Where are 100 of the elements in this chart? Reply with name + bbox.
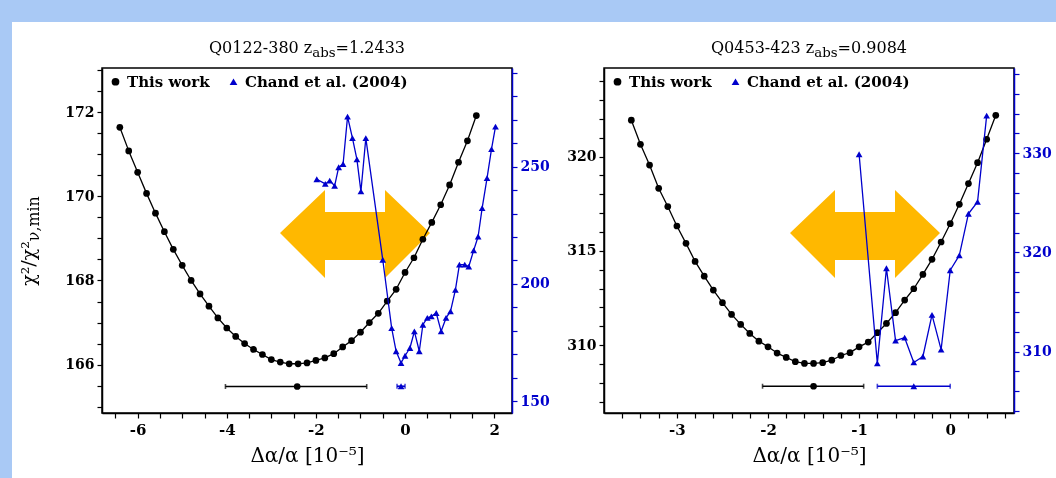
point (152, 209, 159, 217)
y-tick-label: 315 (567, 242, 597, 259)
x-tick-label: 0 (945, 420, 956, 439)
point (901, 296, 909, 304)
point (737, 321, 745, 328)
point (801, 360, 808, 367)
y-tick-label: 320 (567, 148, 597, 165)
point (791, 358, 799, 366)
point (205, 302, 213, 310)
point (492, 123, 499, 130)
point (974, 198, 981, 205)
y2-tick-label: 330 (1022, 144, 1052, 161)
point (178, 261, 186, 269)
point (755, 337, 763, 345)
point (432, 310, 440, 316)
point (691, 258, 699, 265)
point (456, 261, 463, 268)
point (379, 256, 387, 263)
point (455, 158, 462, 166)
point (892, 337, 899, 344)
point (339, 343, 347, 351)
point (125, 147, 133, 155)
point (330, 350, 338, 358)
point (446, 181, 453, 189)
point (937, 238, 945, 246)
legend-label: This work (629, 72, 713, 91)
point (312, 357, 320, 364)
x-tick-label: -3 (669, 420, 686, 439)
point (285, 360, 293, 368)
point (392, 285, 400, 293)
legend-label: Chand et al. (2004) (245, 72, 408, 91)
point (746, 330, 754, 337)
point (423, 315, 431, 321)
point (883, 265, 890, 272)
point (392, 348, 400, 355)
y-tick-label: 172 (65, 103, 95, 120)
point (241, 340, 248, 347)
chart-title: Q0122-380 z$_{abs}$=1.2433 (208, 38, 406, 61)
legend-label: Chand et al. (2004) (747, 72, 910, 91)
point (828, 356, 836, 364)
y2-tick-label: 320 (1022, 243, 1052, 260)
point (313, 176, 321, 183)
point (901, 334, 909, 341)
point (810, 382, 817, 390)
point (116, 123, 124, 131)
point (293, 383, 301, 390)
point (442, 315, 450, 321)
y-tick-label: 166 (65, 356, 95, 373)
point (415, 348, 423, 355)
point (892, 309, 899, 317)
point (928, 311, 936, 318)
x-tick-label: -1 (851, 420, 868, 439)
point (161, 228, 168, 236)
point (294, 360, 302, 368)
y-tick-label: 310 (567, 336, 597, 353)
point (357, 328, 364, 336)
legend-label: This work (127, 72, 211, 91)
point (419, 321, 427, 328)
point (965, 210, 972, 217)
point (411, 328, 418, 335)
point (664, 203, 672, 210)
y-tick-label: 168 (65, 271, 95, 288)
point (452, 286, 459, 293)
point (223, 324, 231, 332)
point (819, 359, 827, 367)
point (855, 151, 863, 158)
point (883, 320, 890, 327)
point (682, 239, 690, 247)
point (974, 159, 981, 166)
point (992, 111, 1000, 119)
point (447, 308, 454, 315)
point (428, 219, 436, 226)
chart-title: Q0453-423 z$_{abs}$=0.9084 (710, 38, 908, 61)
point (335, 164, 342, 171)
point (401, 269, 409, 276)
point (196, 290, 204, 298)
point (321, 354, 329, 362)
point (437, 201, 445, 209)
point (946, 267, 954, 274)
x-tick-label: -6 (129, 420, 147, 439)
point (764, 343, 772, 351)
point (250, 346, 257, 353)
point (366, 319, 373, 326)
point (946, 220, 954, 228)
point (700, 272, 708, 280)
x-tick-label: 2 (489, 420, 500, 439)
point (965, 180, 972, 187)
point (267, 356, 275, 363)
point (464, 137, 471, 145)
point (362, 135, 370, 142)
point (646, 161, 653, 169)
x-tick-label: -2 (760, 420, 777, 439)
point (837, 352, 845, 359)
point (349, 135, 356, 142)
point (955, 200, 963, 208)
point (259, 351, 266, 358)
point (353, 156, 361, 163)
point (321, 181, 329, 187)
point (483, 175, 491, 181)
point (728, 311, 735, 318)
